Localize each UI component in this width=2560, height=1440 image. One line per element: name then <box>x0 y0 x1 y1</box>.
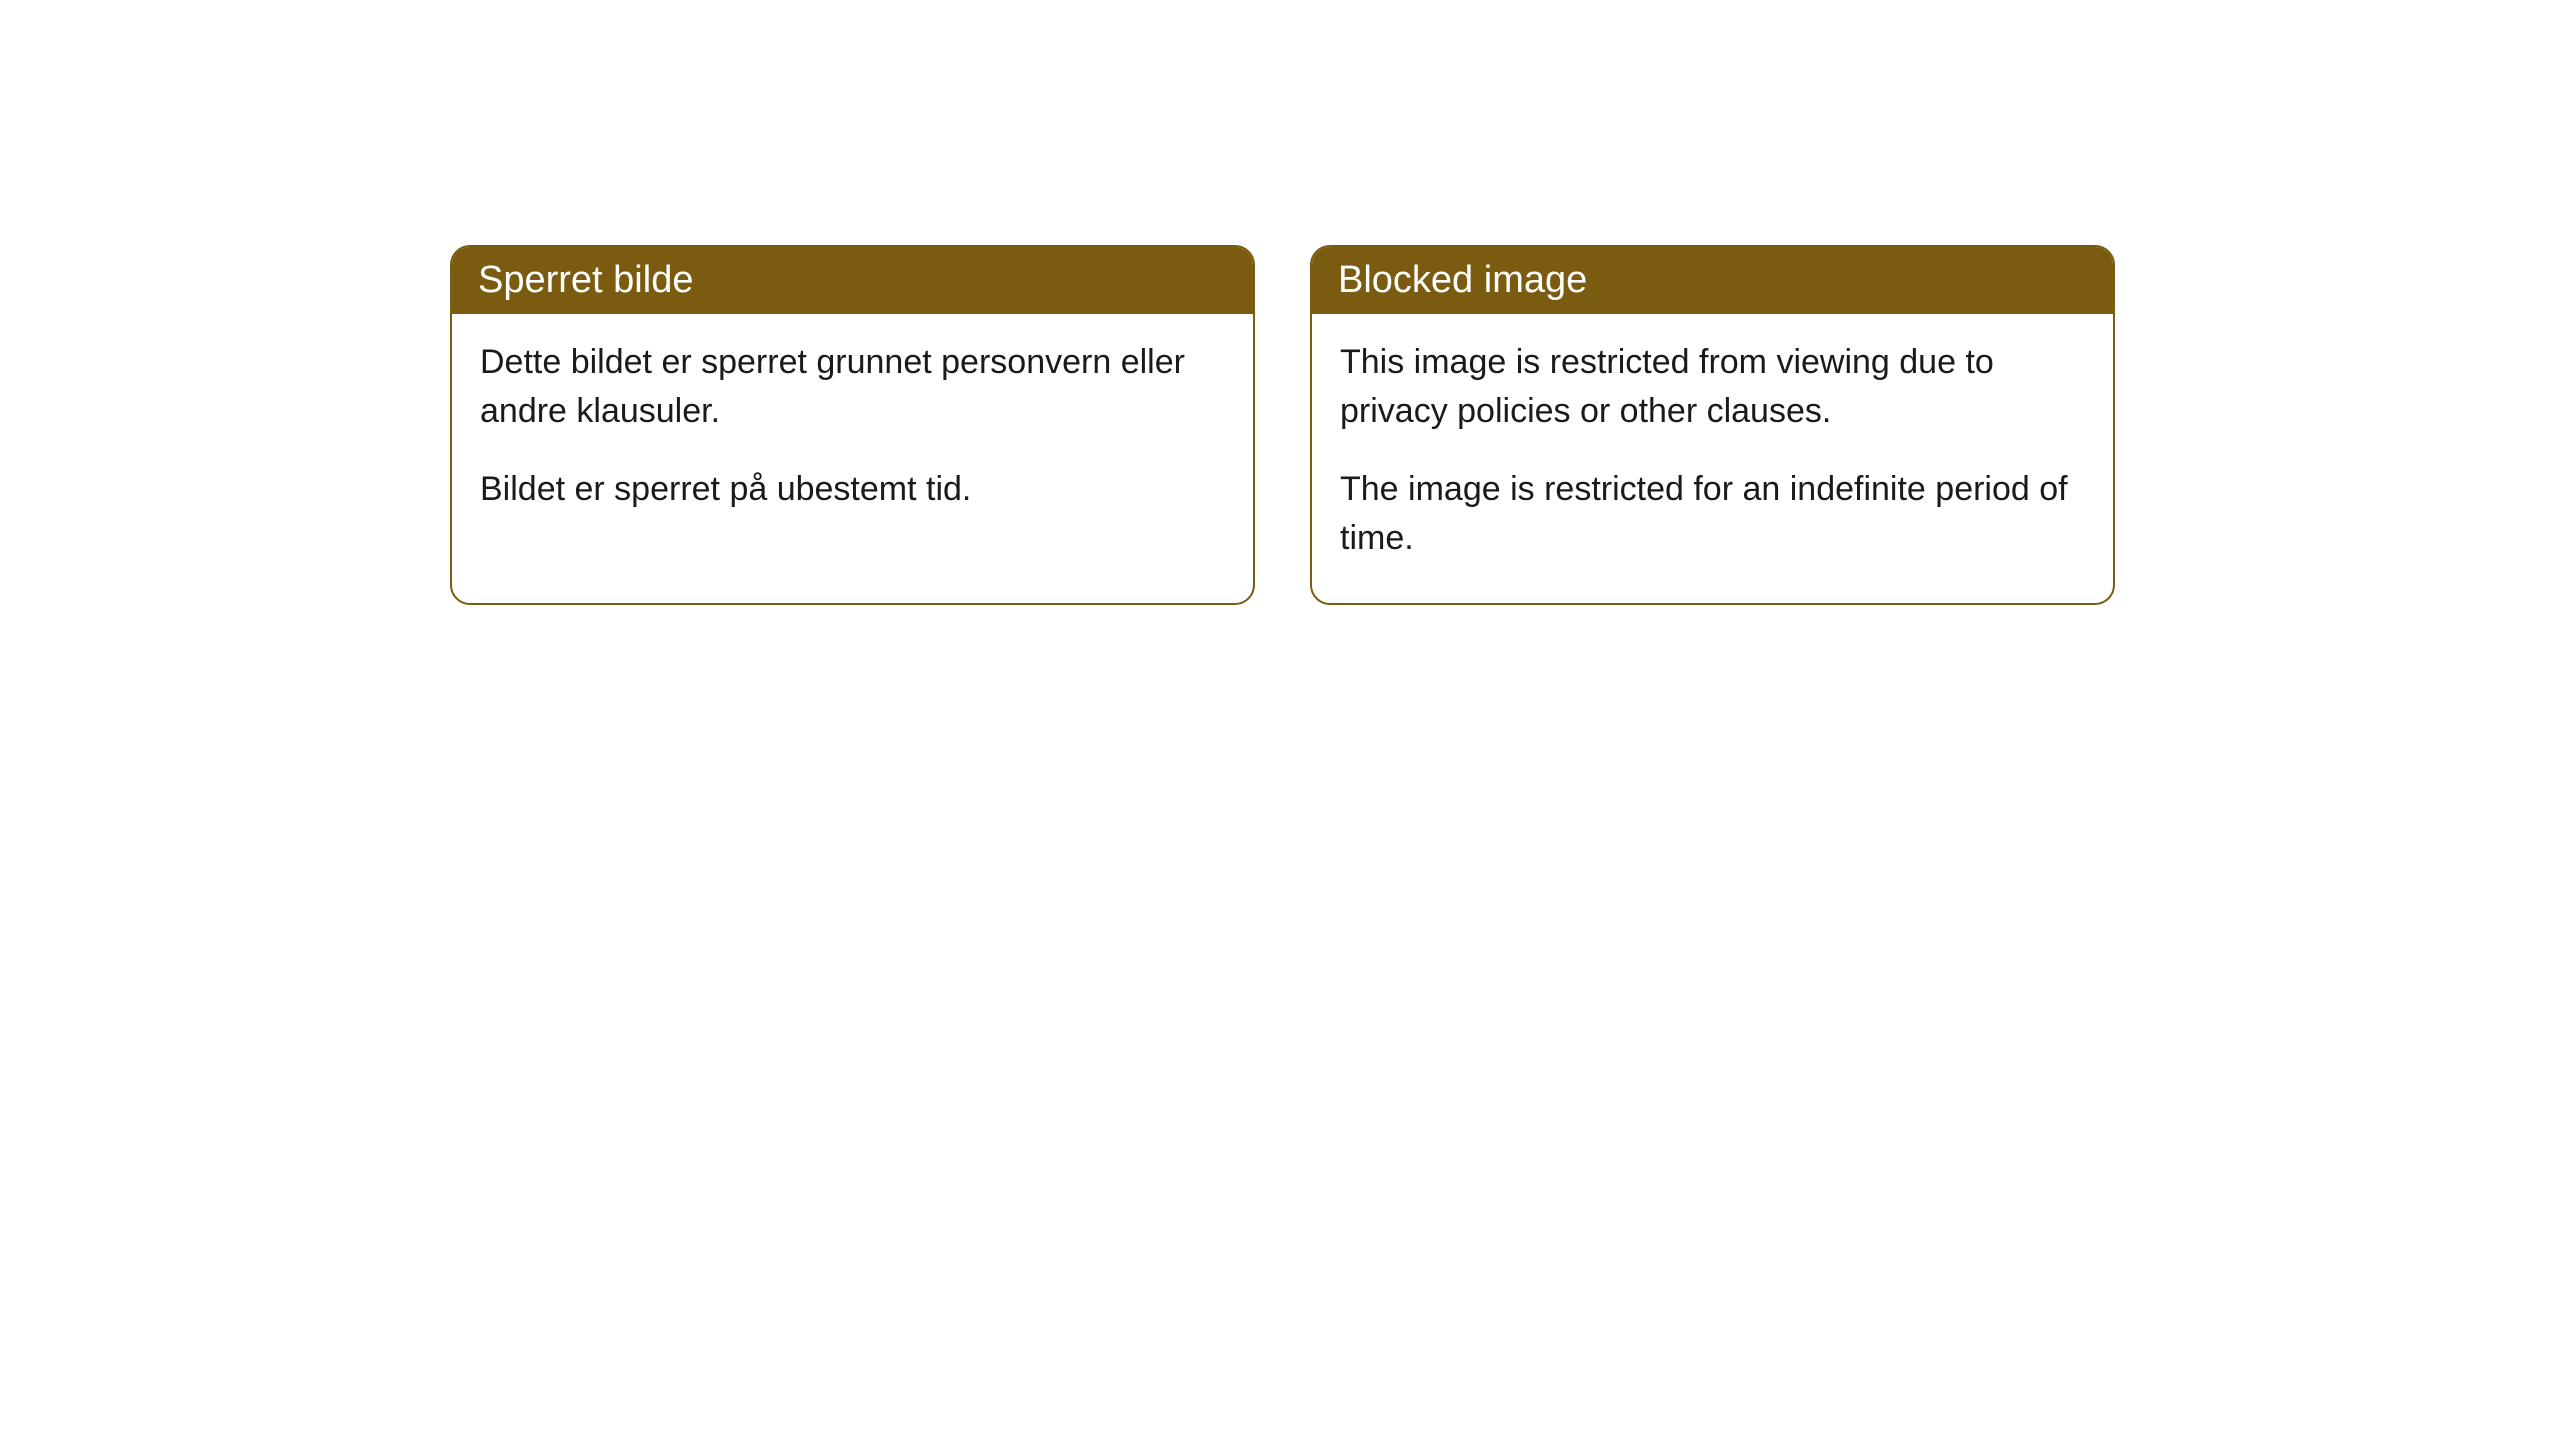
card-paragraph-1: This image is restricted from viewing du… <box>1340 338 2085 437</box>
card-header: Sperret bilde <box>452 247 1253 314</box>
card-paragraph-2: Bildet er sperret på ubestemt tid. <box>480 465 1225 514</box>
card-title: Sperret bilde <box>478 259 693 301</box>
card-header: Blocked image <box>1312 247 2113 314</box>
notice-card-norwegian: Sperret bilde Dette bildet er sperret gr… <box>450 245 1255 605</box>
card-body: This image is restricted from viewing du… <box>1312 314 2113 603</box>
card-paragraph-2: The image is restricted for an indefinit… <box>1340 465 2085 564</box>
card-title: Blocked image <box>1338 259 1587 301</box>
notice-cards-container: Sperret bilde Dette bildet er sperret gr… <box>450 245 2115 605</box>
card-paragraph-1: Dette bildet er sperret grunnet personve… <box>480 338 1225 437</box>
notice-card-english: Blocked image This image is restricted f… <box>1310 245 2115 605</box>
card-body: Dette bildet er sperret grunnet personve… <box>452 314 1253 554</box>
